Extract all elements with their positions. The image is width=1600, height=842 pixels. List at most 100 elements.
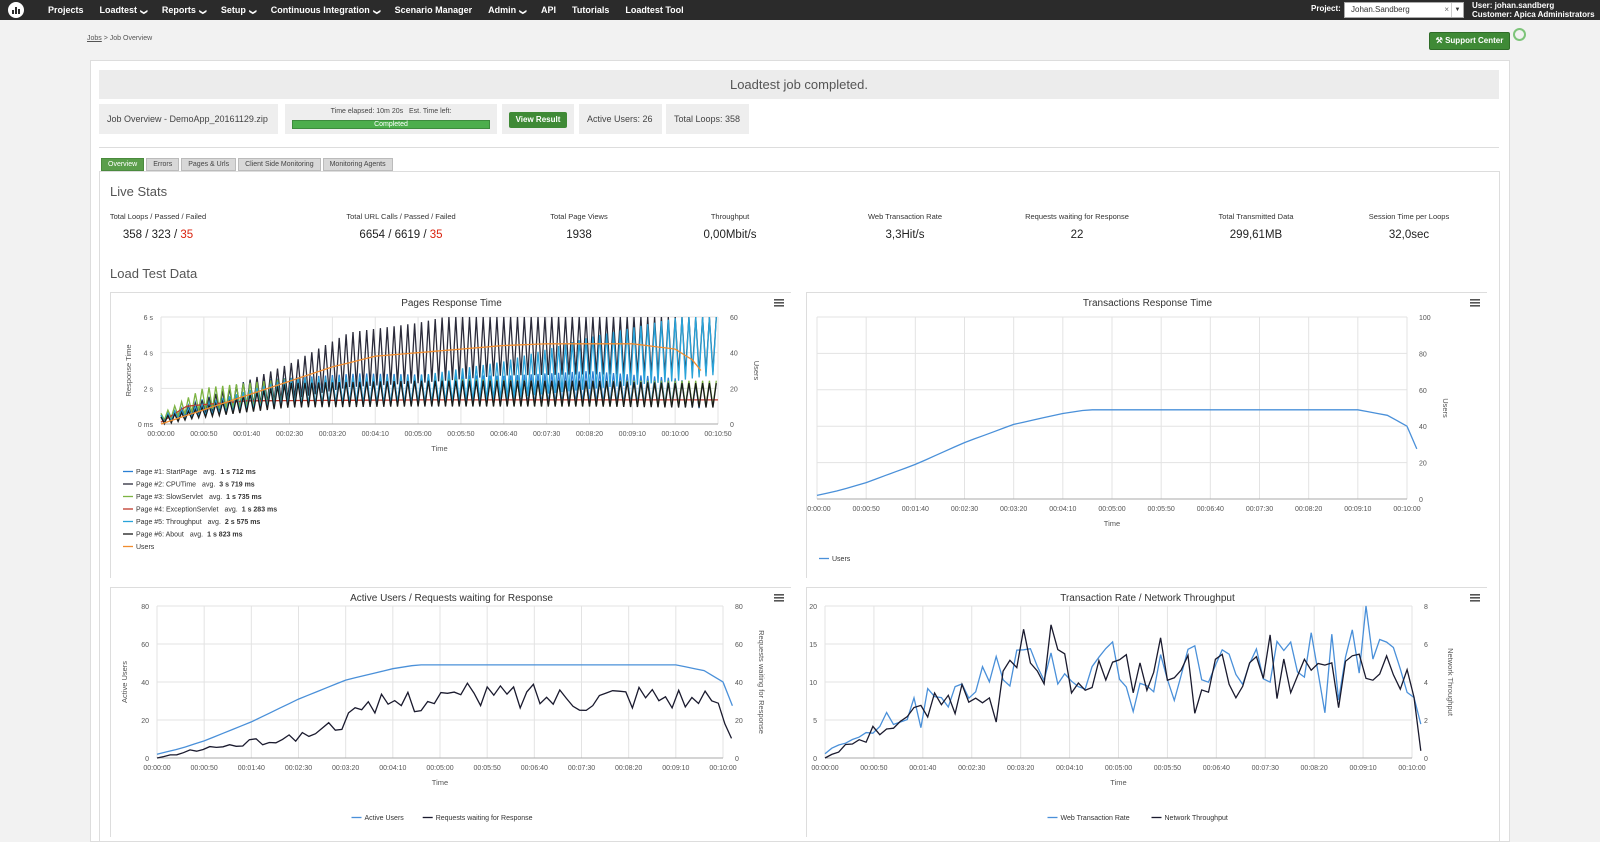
breadcrumb-jobs-link[interactable]: Jobs: [87, 35, 102, 42]
legend-item[interactable]: Page #2: CPUTime avg. 3 s 719 ms: [123, 482, 255, 489]
x-tick-label: 00:03:20: [319, 431, 346, 438]
x-tick-label: 00:00:50: [853, 506, 880, 513]
legend-label: Page #5: Throughput avg. 2 s 575 ms: [136, 519, 260, 526]
chevron-down-icon[interactable]: ▼: [1451, 3, 1463, 17]
hamburger-menu-icon[interactable]: [774, 299, 784, 307]
legend-series-name: Page #3: SlowServlet: [136, 494, 203, 501]
project-select[interactable]: Johan.Sandberg × ▼: [1344, 2, 1464, 18]
menu-icon-bar: [1470, 594, 1480, 596]
y-tick-label: 2 s: [144, 386, 154, 393]
series-line: [160, 343, 702, 425]
support-center-button[interactable]: ⚒ Support Center: [1429, 32, 1510, 50]
nav-item-loadtest-tool[interactable]: Loadtest Tool: [625, 0, 683, 20]
series-line: [156, 664, 734, 755]
legend-item[interactable]: Page #6: About avg. 1 s 823 ms: [123, 532, 243, 539]
stat-item: Throughput 0,00Mbit/s: [655, 212, 805, 241]
chart-background: [111, 588, 792, 838]
y2-tick-label: 8: [1424, 604, 1428, 611]
stat-label: Web Transaction Rate: [867, 212, 943, 221]
y2-tick-label: 2: [1424, 718, 1428, 725]
stat-label: Total Page Views: [550, 212, 608, 221]
legend-item[interactable]: Page #4: ExceptionServlet avg. 1 s 283 ms: [123, 507, 277, 514]
y2-tick-label: 40: [735, 680, 743, 687]
x-tick-label: 00:05:50: [447, 431, 474, 438]
y2-tick-label: 60: [730, 315, 738, 322]
menu-icon-bar: [774, 600, 784, 602]
tab-errors[interactable]: Errors: [146, 158, 180, 171]
nav-item-tutorials[interactable]: Tutorials: [572, 0, 609, 20]
tab-client-side-monitoring[interactable]: Client Side Monitoring: [238, 158, 321, 171]
y-tick-label: 0: [145, 756, 149, 763]
legend-item[interactable]: Web Transaction Rate: [1047, 815, 1130, 822]
tab-monitoring-agents[interactable]: Monitoring Agents: [322, 158, 393, 171]
x-axis-title: Time: [431, 444, 447, 453]
x-tick-label: 00:08:20: [1295, 506, 1322, 513]
stat-label: Total URL Calls / Passed / Failed: [346, 212, 456, 221]
legend-item[interactable]: Page #5: Throughput avg. 2 s 575 ms: [123, 519, 260, 526]
progress-label: Completed: [374, 121, 408, 128]
nav-item-api[interactable]: API: [541, 0, 556, 20]
tab-pages-urls[interactable]: Pages & Urls: [181, 158, 237, 171]
y2-tick-label: 80: [735, 604, 743, 611]
chart-pages-response-time: Pages Response Time 00:00:00 00:00:50 00:01…: [110, 292, 792, 579]
legend-item[interactable]: Page #1: StartPage avg. 1 s 712 ms: [123, 469, 256, 476]
series-line: [160, 380, 717, 425]
y-axis-title: Response Time: [124, 344, 133, 396]
legend-item[interactable]: Users: [123, 544, 155, 551]
hamburger-menu-icon[interactable]: [774, 594, 784, 602]
legend-avg-value: 1 s 735 ms: [226, 494, 262, 501]
x-tick-label: 00:01:40: [902, 506, 929, 513]
nav-item-reports[interactable]: Reports ❯: [162, 0, 206, 20]
user-name: User: johan.sandberg: [1472, 1, 1555, 10]
legend-avg-label: avg.: [209, 494, 222, 501]
hamburger-menu-icon[interactable]: [1470, 299, 1480, 307]
y-tick-label: 80: [141, 604, 149, 611]
x-tick-label: 00:02:30: [285, 765, 312, 772]
legend-item[interactable]: Active Users: [351, 815, 405, 822]
view-result-button[interactable]: View Result: [509, 112, 567, 128]
nav-item-admin[interactable]: Admin ❯: [488, 0, 526, 20]
y-tick-label: 0: [813, 756, 817, 763]
x-tick-label: 00:06:40: [1203, 765, 1230, 772]
nav-item-projects[interactable]: Projects: [48, 0, 84, 20]
apica-logo-icon[interactable]: [8, 2, 24, 18]
nav-item-continuous-integration[interactable]: Continuous Integration ❯: [271, 0, 380, 20]
x-tick-label: 00:09:10: [1349, 765, 1376, 772]
stat-failed-value: 35: [180, 229, 194, 241]
y2-tick-label: 80: [1419, 351, 1427, 358]
stat-value: 22: [1002, 229, 1152, 241]
menu-icon-bar: [1470, 600, 1480, 602]
status-ring-icon[interactable]: [1513, 28, 1526, 41]
legend-series-name: Page #1: StartPage: [136, 469, 197, 476]
series-line: [824, 605, 1422, 755]
stat-value: 358 / 323 / 35: [83, 229, 233, 241]
tab-overview[interactable]: Overview: [101, 158, 145, 171]
stat-item: Total URL Calls / Passed / Failed 6654 / …: [326, 212, 476, 241]
breadcrumb-current: Job Overview: [109, 35, 153, 42]
load-test-data-title: Load Test Data: [110, 266, 198, 281]
x-tick-label: 00:08:20: [615, 765, 642, 772]
chevron-down-icon: ❯: [248, 9, 256, 15]
y2-axis-title: Users: [1441, 398, 1450, 418]
chart-title: Transactions Response Time: [1083, 298, 1213, 309]
nav-item-setup[interactable]: Setup ❯: [221, 0, 256, 20]
x-tick-label: 00:03:20: [332, 765, 359, 772]
legend-item[interactable]: Users: [819, 556, 851, 563]
nav-item-label: Admin: [488, 5, 517, 15]
nav-item-label: Loadtest: [99, 5, 138, 15]
legend-item[interactable]: Requests waiting for Response: [422, 815, 533, 822]
stat-value-text: 358 / 323 /: [122, 229, 181, 241]
x-tick-label: 00:06:40: [1197, 506, 1224, 513]
legend-label: Users: [136, 544, 155, 551]
legend-label: Users: [832, 556, 851, 563]
time-elapsed: Time elapsed: 10m 20s Est. Time left:: [285, 108, 497, 115]
nav-item-label: Projects: [48, 5, 84, 15]
nav-item-loadtest[interactable]: Loadtest ❯: [99, 0, 147, 20]
x-tick-label: 00:07:30: [1246, 506, 1273, 513]
nav-item-scenario-manager[interactable]: Scenario Manager: [395, 0, 473, 20]
hamburger-menu-icon[interactable]: [1470, 594, 1480, 602]
clear-icon[interactable]: ×: [1444, 5, 1449, 14]
legend-item[interactable]: Network Throughput: [1151, 815, 1228, 822]
x-tick-label: 00:02:30: [958, 765, 985, 772]
legend-item[interactable]: Page #3: SlowServlet avg. 1 s 735 ms: [123, 494, 262, 501]
